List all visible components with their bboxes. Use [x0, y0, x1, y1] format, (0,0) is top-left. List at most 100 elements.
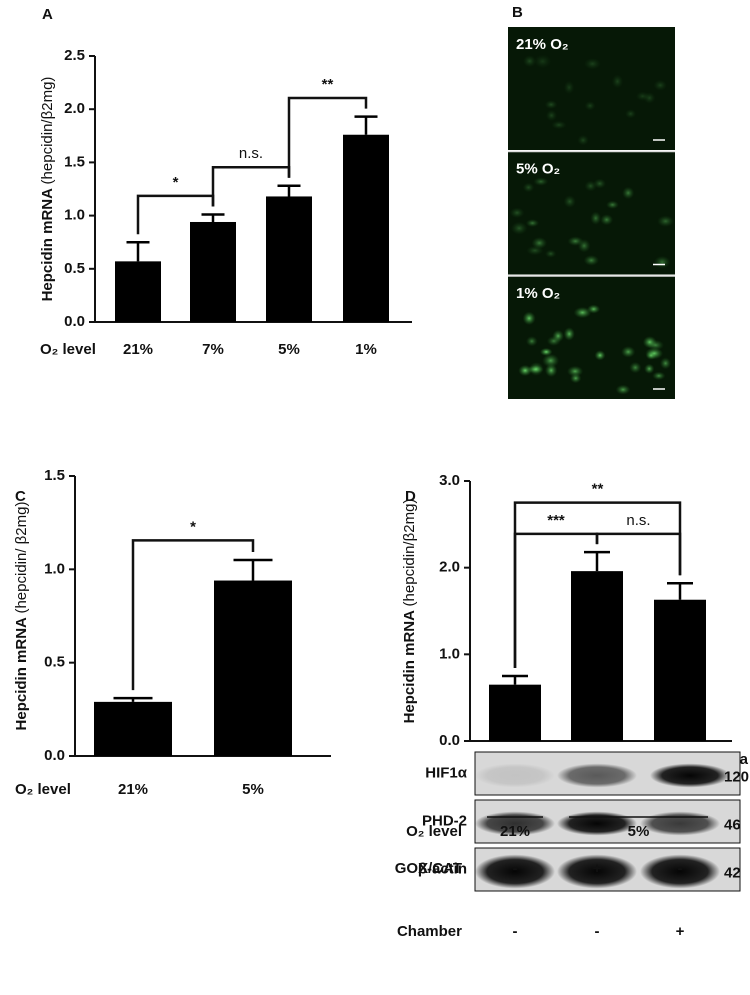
error-bar — [201, 213, 225, 222]
x-tick-label: 5% — [278, 341, 300, 358]
y-axis-title: Hepcidin mRNA — [13, 617, 30, 731]
error-bar — [584, 550, 610, 572]
cell — [645, 350, 657, 360]
y-axis-unit: (hepcidin/ β2mg) — [13, 502, 30, 614]
blot-size: 120 — [724, 768, 749, 785]
cell — [551, 120, 567, 130]
cell — [552, 329, 565, 343]
condition-value: - — [595, 923, 600, 940]
cell — [652, 371, 666, 381]
cell — [533, 54, 552, 69]
error-bar — [126, 240, 150, 262]
bar — [654, 599, 706, 741]
y-tick-label: 0.0 — [439, 732, 460, 749]
y-axis-unit: (hepcidin/β2mg) — [39, 77, 56, 185]
cell — [531, 237, 548, 249]
condition-value: - — [513, 860, 518, 877]
error-bar — [233, 558, 273, 581]
cell — [577, 238, 591, 253]
condition-value: + — [593, 860, 602, 877]
error-bar — [113, 696, 153, 702]
y-tick-label: 1.5 — [64, 153, 85, 170]
y-tick-label: 0.5 — [64, 260, 85, 277]
bar — [94, 701, 172, 756]
cell — [563, 195, 576, 208]
y-axis-label: Hepcidin mRNA (hepcidin/β2mg) — [39, 77, 56, 302]
panel-label: D — [405, 488, 416, 505]
cell — [563, 80, 575, 95]
cell — [533, 177, 549, 186]
blot-band — [557, 854, 637, 889]
y-axis-unit: (hepcidin/β2mg) — [401, 499, 418, 607]
condition-name: Chamber — [397, 923, 462, 940]
y-axis-label: Hepcidin mRNA (hepcidin/ β2mg) — [13, 502, 30, 731]
cell — [657, 215, 675, 227]
condition-name: GOX/CAT — [395, 860, 462, 877]
cell — [528, 362, 544, 376]
panel-label: A — [42, 6, 53, 23]
y-tick-label: 3.0 — [439, 472, 460, 489]
cell — [590, 211, 602, 225]
blot-band — [475, 763, 555, 788]
micrograph-label: 1% O₂ — [516, 285, 560, 302]
blot-band — [640, 811, 720, 836]
cell — [544, 100, 558, 110]
blot-label: PHD-2 — [422, 812, 467, 829]
blot-band — [557, 811, 637, 836]
bar — [266, 196, 312, 322]
bar — [214, 580, 292, 756]
y-tick-label: 2.0 — [439, 559, 460, 576]
micrograph-label: 21% O₂ — [516, 36, 569, 53]
cell — [542, 353, 560, 368]
cell — [587, 304, 601, 314]
significance-label: * — [190, 518, 196, 535]
blot-size: 46 — [724, 816, 741, 833]
panel-label: B — [512, 4, 523, 21]
cell — [545, 109, 558, 122]
cell — [594, 350, 606, 361]
significance-label: n.s. — [239, 145, 263, 162]
cell — [573, 306, 592, 319]
y-tick-label: 1.0 — [64, 207, 85, 224]
cell — [563, 327, 575, 341]
blot-band — [650, 763, 730, 788]
bar — [489, 684, 541, 741]
blot-band — [475, 854, 555, 889]
cell — [522, 311, 536, 326]
micrograph — [508, 27, 675, 150]
y-tick-label: 0.0 — [64, 313, 85, 330]
cell — [625, 109, 637, 119]
x-tick-label: 21% — [123, 341, 153, 358]
bar — [571, 571, 623, 741]
bar — [343, 134, 389, 322]
significance-label: ** — [592, 481, 604, 498]
cell — [659, 357, 672, 370]
cell — [510, 221, 528, 235]
y-tick-label: 1.0 — [44, 560, 65, 577]
condition-value: 5% — [628, 823, 650, 840]
cell — [600, 214, 614, 226]
x-axis-label: O₂ level — [15, 781, 71, 798]
cell — [653, 79, 667, 91]
condition-name: O₂ level — [406, 823, 462, 840]
micrograph-label: 5% O₂ — [516, 160, 560, 177]
bar — [115, 261, 161, 322]
cell — [606, 200, 619, 210]
significance-bracket — [595, 532, 682, 576]
condition-value: - — [513, 923, 518, 940]
y-tick-label: 1.5 — [44, 467, 65, 484]
x-tick-label: 5% — [242, 781, 264, 798]
error-bar — [502, 674, 528, 685]
error-bar — [354, 115, 378, 135]
cell — [522, 182, 535, 193]
error-bar — [277, 184, 301, 197]
cell — [621, 346, 636, 358]
significance-bracket — [513, 501, 682, 668]
cell — [584, 101, 596, 111]
cell — [611, 74, 624, 89]
x-axis-label: O₂ level — [40, 341, 96, 358]
y-tick-label: 1.0 — [439, 645, 460, 662]
cell — [577, 134, 589, 146]
y-tick-label: 0.5 — [44, 654, 65, 671]
bar — [190, 221, 236, 322]
